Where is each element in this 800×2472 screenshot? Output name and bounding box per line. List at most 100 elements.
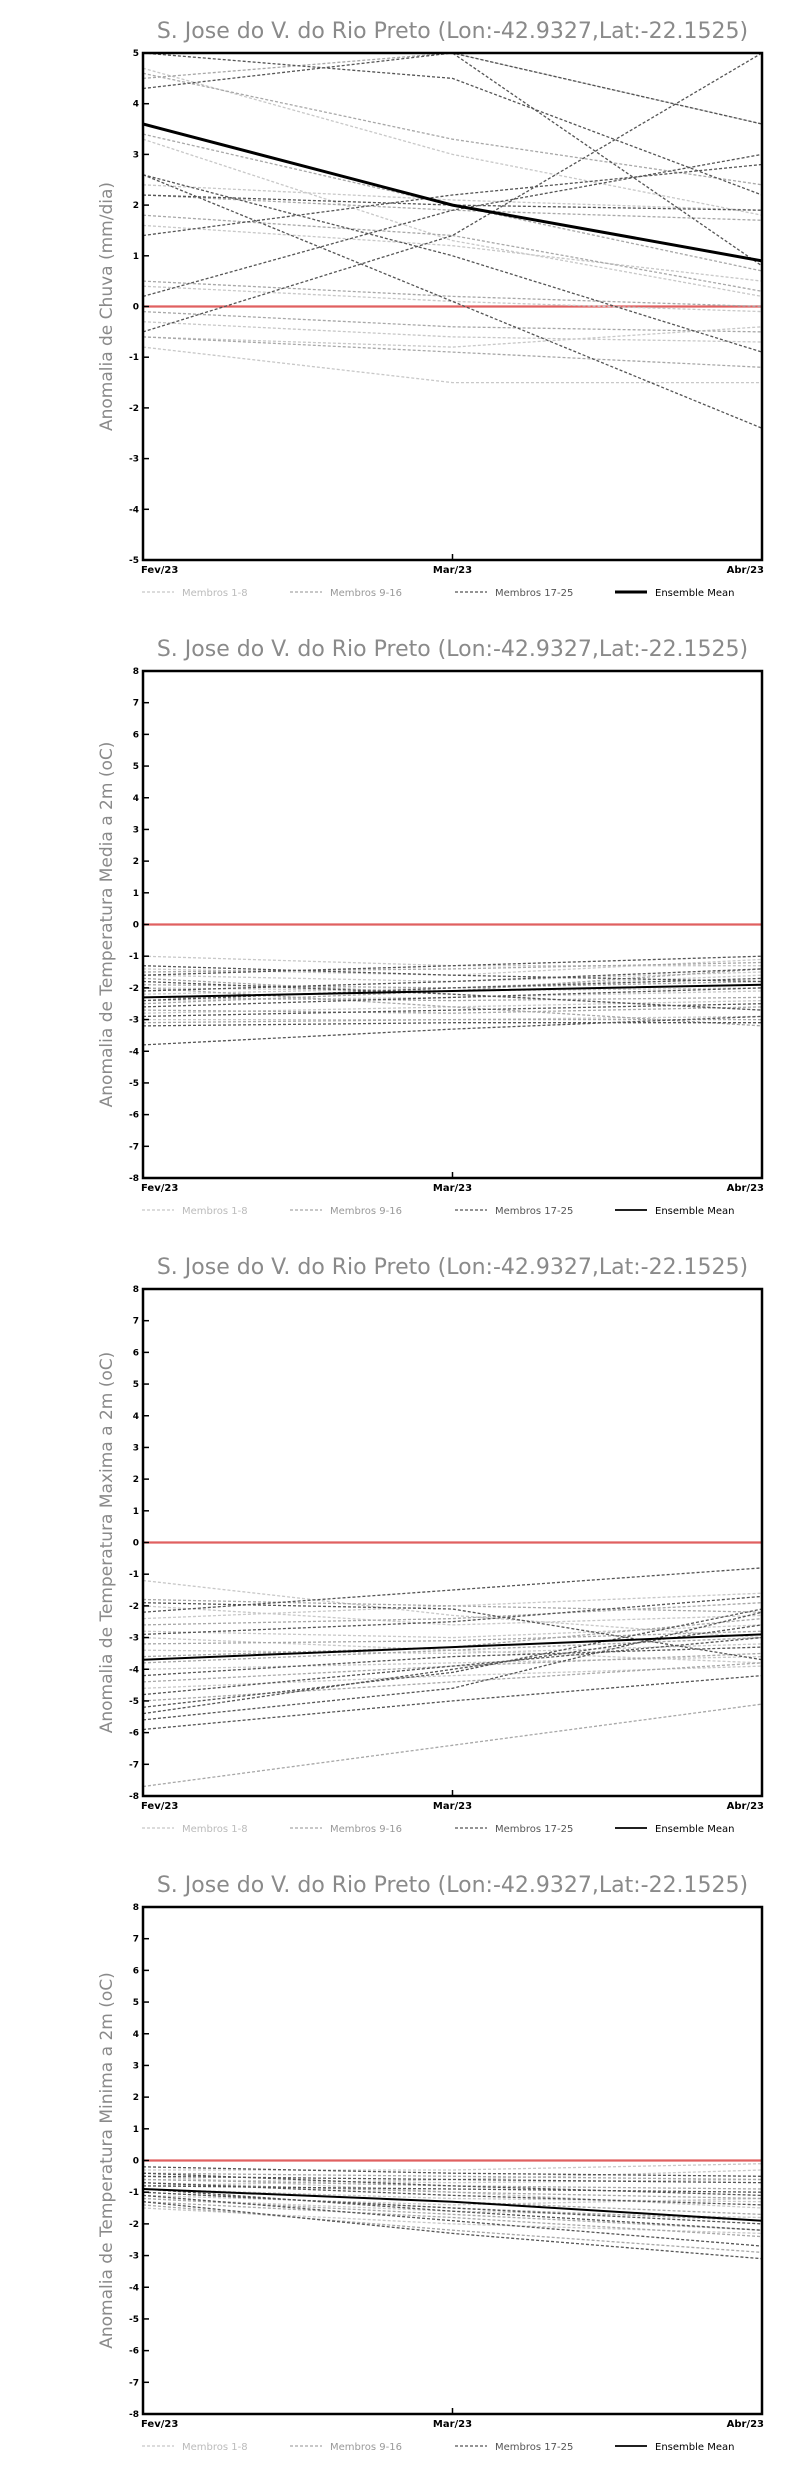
x-tick-label: Fev/23: [141, 565, 178, 576]
y-tick-label: 4: [133, 794, 139, 804]
member-series-line-6: [143, 346, 762, 384]
member-series-line-5: [143, 999, 762, 1014]
member-series-line-7: [143, 184, 762, 211]
y-tick-label: -5: [129, 556, 139, 566]
members-group: [143, 2163, 762, 2260]
member-series-line-22: [143, 2201, 762, 2260]
member-series-line-23: [143, 1022, 762, 1027]
y-axis-label: Anomalia de Temperatura Minima a 2m (oC): [97, 1972, 117, 2349]
ensemble-mean-line: [143, 1633, 762, 1661]
chart-svg-temp-minima: S. Jose do V. do Rio Preto (Lon:-42.9327…: [97, 1873, 764, 2453]
member-series-line-13: [143, 2178, 762, 2190]
y-tick-label: -3: [129, 2252, 139, 2262]
x-tick-label: Fev/23: [141, 1801, 178, 1812]
chart-panel-chuva: S. Jose do V. do Rio Preto (Lon:-42.9327…: [0, 0, 800, 618]
y-tick-label: 5: [133, 1998, 139, 2008]
members-group: [143, 1567, 762, 1788]
member-series-line-21: [143, 987, 762, 1008]
member-series-line-16: [143, 214, 762, 292]
member-series-line-13: [143, 310, 762, 333]
legend-label-2: Membros 9-16: [330, 588, 402, 599]
y-tick-label: 7: [133, 1935, 139, 1945]
y-tick-label: 1: [133, 252, 139, 262]
y-tick-label: -4: [129, 2283, 139, 2293]
member-series-line-8: [143, 1636, 762, 1664]
member-series-line-2: [143, 971, 762, 983]
y-tick-label: -7: [129, 1142, 139, 1152]
member-series-line-9: [143, 2172, 762, 2181]
member-series-line-21: [143, 1608, 762, 1708]
member-series-line-4: [143, 1643, 762, 1655]
y-tick-label: 4: [133, 100, 139, 110]
y-tick-label: -3: [129, 1634, 139, 1644]
member-series-line-4: [143, 990, 762, 1002]
y-tick-label: -1: [129, 353, 139, 363]
y-tick-label: -4: [129, 505, 139, 515]
member-series-line-3: [143, 987, 762, 992]
y-tick-label: 0: [133, 303, 139, 313]
legend-label-1: Membros 1-8: [182, 588, 248, 599]
y-tick-label: 4: [133, 1412, 139, 1422]
y-tick-label: -5: [129, 1079, 139, 1089]
y-tick-label: -1: [129, 2188, 139, 2198]
y-tick-label: 8: [133, 1285, 139, 1295]
member-series-line-3: [143, 224, 762, 282]
y-tick-label: -7: [129, 1760, 139, 1770]
member-series-line-23: [143, 174, 762, 429]
y-tick-label: -4: [129, 1047, 139, 1057]
member-series-line-3: [143, 1624, 762, 1639]
y-tick-label: 2: [133, 857, 139, 867]
member-series-line-22: [143, 1636, 762, 1696]
ensemble-mean-line: [143, 2188, 762, 2222]
y-tick-label: 0: [133, 2157, 139, 2167]
chart-panel-temp-maxima: S. Jose do V. do Rio Preto (Lon:-42.9327…: [0, 1236, 800, 1854]
member-series-line-15: [143, 2197, 762, 2231]
legend-label-1: Membros 1-8: [182, 1824, 248, 1835]
x-tick-label: Fev/23: [141, 1183, 178, 1194]
member-series-line-5: [143, 321, 762, 343]
member-series-line-1: [143, 2163, 762, 2171]
member-series-line-22: [143, 174, 762, 353]
member-series-line-16: [143, 987, 762, 1027]
member-series-line-23: [143, 1646, 762, 1677]
member-series-line-4: [143, 2197, 762, 2219]
y-tick-label: -1: [129, 952, 139, 962]
x-tick-label: Mar/23: [433, 1183, 472, 1194]
member-series-line-4: [143, 285, 762, 313]
y-tick-label: -7: [129, 2378, 139, 2388]
y-tick-label: 1: [133, 889, 139, 899]
chart-svg-temp-maxima: S. Jose do V. do Rio Preto (Lon:-42.9327…: [97, 1255, 764, 1835]
legend-label-1: Membros 1-8: [182, 1206, 248, 1217]
legend-label-2: Membros 9-16: [330, 2442, 402, 2453]
member-series-line-20: [143, 163, 762, 237]
member-series-line-23: [143, 2185, 762, 2193]
chart-svg-chuva: S. Jose do V. do Rio Preto (Lon:-42.9327…: [97, 19, 764, 599]
y-tick-label: 2: [133, 201, 139, 211]
y-tick-label: 6: [133, 730, 139, 740]
legend-label-4: Ensemble Mean: [655, 1824, 734, 1835]
member-series-line-7: [143, 2169, 762, 2187]
member-series-line-6: [143, 2175, 762, 2209]
member-series-line-14: [143, 2188, 762, 2216]
legend-label-4: Ensemble Mean: [655, 2442, 734, 2453]
y-tick-label: 6: [133, 1966, 139, 1976]
legend-label-4: Ensemble Mean: [655, 588, 734, 599]
y-tick-label: 0: [133, 1539, 139, 1549]
member-series-line-25: [143, 977, 762, 1002]
member-series-line-17: [143, 53, 762, 125]
member-series-line-7: [143, 1592, 762, 1620]
member-series-line-21: [143, 53, 762, 333]
y-tick-label: -8: [129, 1792, 139, 1802]
y-tick-label: -6: [129, 1111, 139, 1121]
y-tick-label: -5: [129, 1697, 139, 1707]
y-tick-label: 1: [133, 2125, 139, 2135]
member-series-line-13: [143, 1636, 762, 1664]
y-tick-label: 3: [133, 825, 139, 835]
y-tick-label: -5: [129, 2315, 139, 2325]
member-series-line-20: [143, 2188, 762, 2231]
y-tick-label: -3: [129, 455, 139, 465]
member-series-line-18: [143, 53, 762, 196]
y-tick-label: 8: [133, 667, 139, 677]
member-series-line-11: [143, 2191, 762, 2222]
member-series-line-9: [143, 72, 762, 186]
